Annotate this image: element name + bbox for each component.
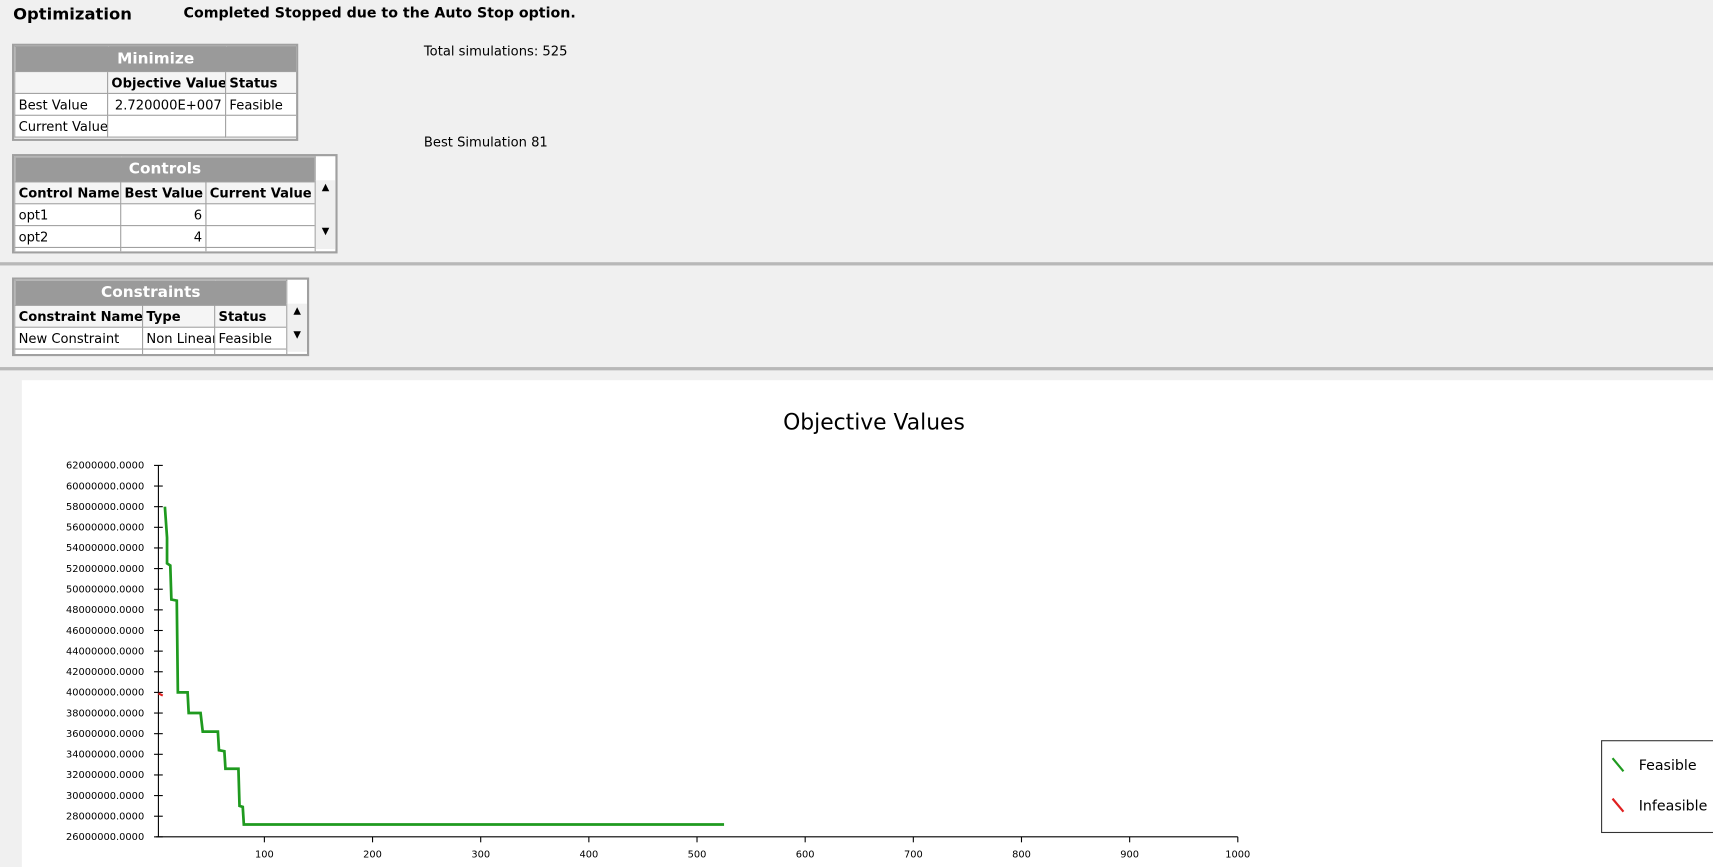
- y-tick-label: 52000000.0000: [66, 564, 144, 575]
- legend-swatch: [1611, 797, 1625, 813]
- separator: [0, 367, 1713, 371]
- separator: [0, 262, 1713, 266]
- series-point: [157, 692, 164, 697]
- constraints-table: Constraints Constraint Name Type Status Ne…: [12, 277, 310, 357]
- y-tick-label: 28000000.0000: [66, 811, 144, 822]
- series-line: [163, 506, 725, 826]
- best-simulation: Best Simulation 81: [423, 134, 548, 150]
- minimize-table: Minimize Objective Value Status Best Valu…: [12, 43, 299, 141]
- x-tick-label: 200: [363, 850, 382, 861]
- cell: opt1: [14, 203, 122, 227]
- y-tick-label: 40000000.0000: [66, 688, 144, 699]
- x-tick-label: 300: [471, 850, 490, 861]
- cell: New Constraint: [14, 326, 144, 350]
- cell: 4: [120, 225, 207, 248]
- legend-swatch: [1611, 757, 1625, 773]
- y-tick-label: 26000000.0000: [66, 832, 144, 843]
- y-tick-label: 34000000.0000: [66, 750, 144, 761]
- y-tick-label: 38000000.0000: [66, 708, 144, 719]
- x-tick-label: 400: [579, 850, 598, 861]
- scrollbar[interactable]: ▲ ▼: [314, 180, 336, 250]
- cell: Current Value: [14, 114, 109, 138]
- header-status: Completed Stopped due to the Auto Stop o…: [183, 5, 576, 22]
- x-tick-label: 100: [255, 850, 274, 861]
- legend-label: Infeasible: [1639, 799, 1708, 815]
- x-tick-label: 900: [1120, 850, 1139, 861]
- cell: [225, 114, 297, 138]
- header-cell: Current Value: [205, 181, 316, 205]
- table-title: Constraints: [14, 279, 288, 306]
- y-tick-label: 36000000.0000: [66, 729, 144, 740]
- table-title: Minimize: [14, 45, 297, 73]
- y-tick-label: 56000000.0000: [66, 523, 144, 534]
- y-tick-label: 50000000.0000: [66, 584, 144, 595]
- y-tick-label: 54000000.0000: [66, 543, 144, 554]
- y-tick-label: 60000000.0000: [66, 481, 144, 492]
- x-tick-label: 600: [796, 850, 815, 861]
- legend: [1601, 740, 1713, 834]
- chart-title: Objective Values: [783, 410, 965, 435]
- cell: [107, 114, 227, 138]
- header-cell: [14, 71, 109, 94]
- y-tick-label: 48000000.0000: [66, 605, 144, 616]
- table-title: Controls: [14, 156, 316, 183]
- cell: 3: [120, 246, 207, 252]
- controls-table: Controls Control Name Best Value Current V…: [12, 154, 338, 254]
- cell: opt2: [14, 225, 122, 248]
- x-tick-label: 500: [688, 850, 707, 861]
- y-tick-label: 42000000.0000: [66, 667, 144, 678]
- y-tick-label: 32000000.0000: [66, 770, 144, 781]
- y-tick-label: 44000000.0000: [66, 646, 144, 657]
- cell: [205, 246, 316, 252]
- y-tick-label: 30000000.0000: [66, 791, 144, 802]
- scrollbar[interactable]: ▲ ▼: [286, 303, 307, 352]
- legend-label: Feasible: [1639, 758, 1697, 774]
- total-simulations: Total simulations: 525: [423, 43, 568, 59]
- chart-background: [21, 380, 1713, 867]
- x-tick-label: 800: [1012, 850, 1031, 861]
- x-tick-label: 1000: [1225, 850, 1250, 861]
- header-cell: Constraint Name: [14, 304, 144, 328]
- x-tick-label: 700: [904, 850, 923, 861]
- y-tick-label: 46000000.0000: [66, 626, 144, 637]
- header-cell: Type: [142, 304, 216, 328]
- header-title: Optimization: [13, 4, 132, 25]
- y-tick-label: 58000000.0000: [66, 502, 144, 513]
- header-cell: Best Value: [120, 181, 207, 205]
- y-tick-label: 62000000.0000: [66, 461, 144, 472]
